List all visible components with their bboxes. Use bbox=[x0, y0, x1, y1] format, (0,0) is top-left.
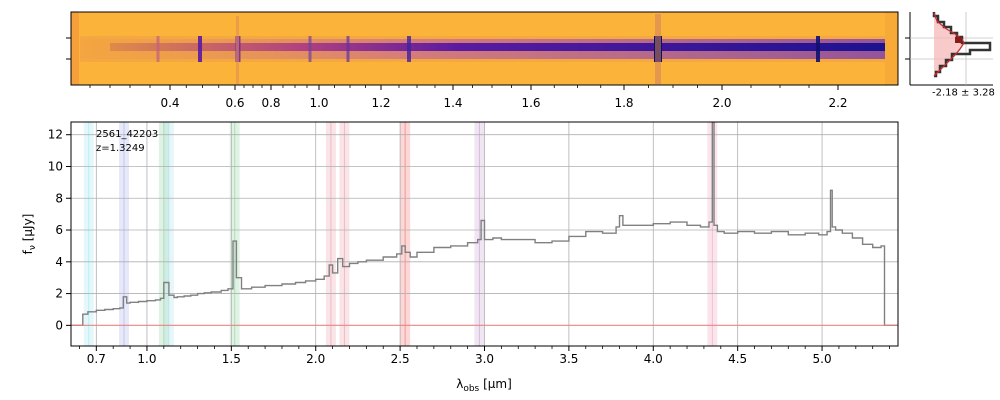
x-tick-label-7: 4.0 bbox=[644, 352, 663, 366]
spectrum-2d-tick-label-9: 2.2 bbox=[828, 96, 847, 110]
spectrum-2d-tick-label-2: 0.8 bbox=[261, 96, 280, 110]
spectrum-2d-tick-label-0: 0.4 bbox=[160, 96, 179, 110]
spectrum-2d-tick-label-5: 1.4 bbox=[443, 96, 462, 110]
spectrum-2d-tick-label-8: 2.0 bbox=[712, 96, 731, 110]
x-tick-label-8: 4.5 bbox=[728, 352, 747, 366]
profile-model-fill bbox=[934, 12, 964, 78]
spectrum-2d-panel: 0.4 0.6 0.8 1.0 1.2 1.4 1.6 1.8 2.0 2.2 bbox=[66, 11, 899, 110]
x-tick-label-5: 3.0 bbox=[475, 352, 494, 366]
profile-stats-label: -2.18 ± 3.28 bbox=[932, 87, 995, 98]
x-tick-label-4: 2.5 bbox=[391, 352, 410, 366]
spectrum-series bbox=[71, 122, 898, 326]
spectrum-2d-trace bbox=[110, 43, 885, 51]
spectrum-2d-tick-label-6: 1.6 bbox=[521, 96, 540, 110]
spectrum-2d-tick-label-7: 1.8 bbox=[614, 96, 633, 110]
y-tick-label-3: 6 bbox=[55, 223, 63, 237]
profile-data-step bbox=[932, 12, 992, 78]
y-tick-label-6: 12 bbox=[48, 128, 63, 142]
annotation-redshift: z=1.3249 bbox=[96, 143, 145, 154]
emission-line-bands bbox=[83, 122, 718, 346]
y-tick-label-1: 2 bbox=[55, 287, 63, 301]
emission-knot-0 bbox=[198, 36, 202, 62]
spectrum-2d-x-ticks: 0.4 0.6 0.8 1.0 1.2 1.4 1.6 1.8 2.0 2.2 bbox=[89, 85, 848, 110]
x-tick-label-0: 0.7 bbox=[87, 352, 106, 366]
emission-knot-4 bbox=[346, 36, 350, 62]
y-axis-label: fν [μJy] bbox=[21, 214, 38, 255]
x-tick-label-6: 3.5 bbox=[559, 352, 578, 366]
y-tick-label-5: 10 bbox=[48, 159, 63, 173]
emission-knot-3 bbox=[308, 36, 312, 62]
emission-knot-2 bbox=[156, 36, 160, 62]
spectrum-1d-panel: 0.7 1.0 1.5 2.0 2.5 3.0 3.5 4.0 4.5 5.0 0 2 4 6 8 10 12… bbox=[21, 121, 899, 394]
emission-knot-streak bbox=[236, 16, 239, 84]
spectrum-2d-emission-knots bbox=[156, 14, 820, 84]
series-line-0 bbox=[71, 122, 898, 326]
y-tick-label-0: 0 bbox=[55, 318, 63, 332]
emission-knot-5 bbox=[407, 36, 411, 62]
x-tick-label-2: 1.5 bbox=[222, 352, 241, 366]
annotation-object-id: 2561_42203 bbox=[96, 129, 158, 140]
x-tick-label-3: 2.0 bbox=[306, 352, 325, 366]
emission-knot-7 bbox=[816, 36, 820, 62]
spectrum-2d-tick-label-3: 1.0 bbox=[309, 96, 328, 110]
x-tick-label-1: 1.0 bbox=[137, 352, 156, 366]
spectrum-2d-tick-label-1: 0.6 bbox=[225, 96, 244, 110]
profile-model-line bbox=[933, 12, 965, 77]
profile-panel: -2.18 ± 3.28 bbox=[905, 12, 995, 98]
x-axis-label: λobs [μm] bbox=[456, 377, 512, 394]
x-axis-ticks: 0.7 1.0 1.5 2.0 2.5 3.0 3.5 4.0 4.5 5.0 bbox=[79, 346, 890, 366]
y-axis-ticks: 0 2 4 6 8 10 12 bbox=[48, 128, 71, 332]
y-tick-label-4: 8 bbox=[55, 191, 63, 205]
emission-knot-streak bbox=[655, 14, 661, 84]
x-tick-label-9: 5.0 bbox=[813, 352, 832, 366]
y-tick-label-2: 4 bbox=[55, 255, 63, 269]
spectrum-2d-tick-label-4: 1.2 bbox=[371, 96, 390, 110]
